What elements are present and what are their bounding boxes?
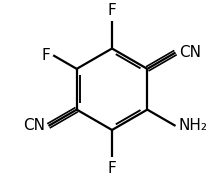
Text: CN: CN [179, 45, 201, 60]
Text: F: F [108, 161, 116, 176]
Text: CN: CN [23, 118, 45, 133]
Text: F: F [41, 48, 50, 63]
Text: NH₂: NH₂ [179, 118, 208, 133]
Text: F: F [108, 3, 116, 18]
